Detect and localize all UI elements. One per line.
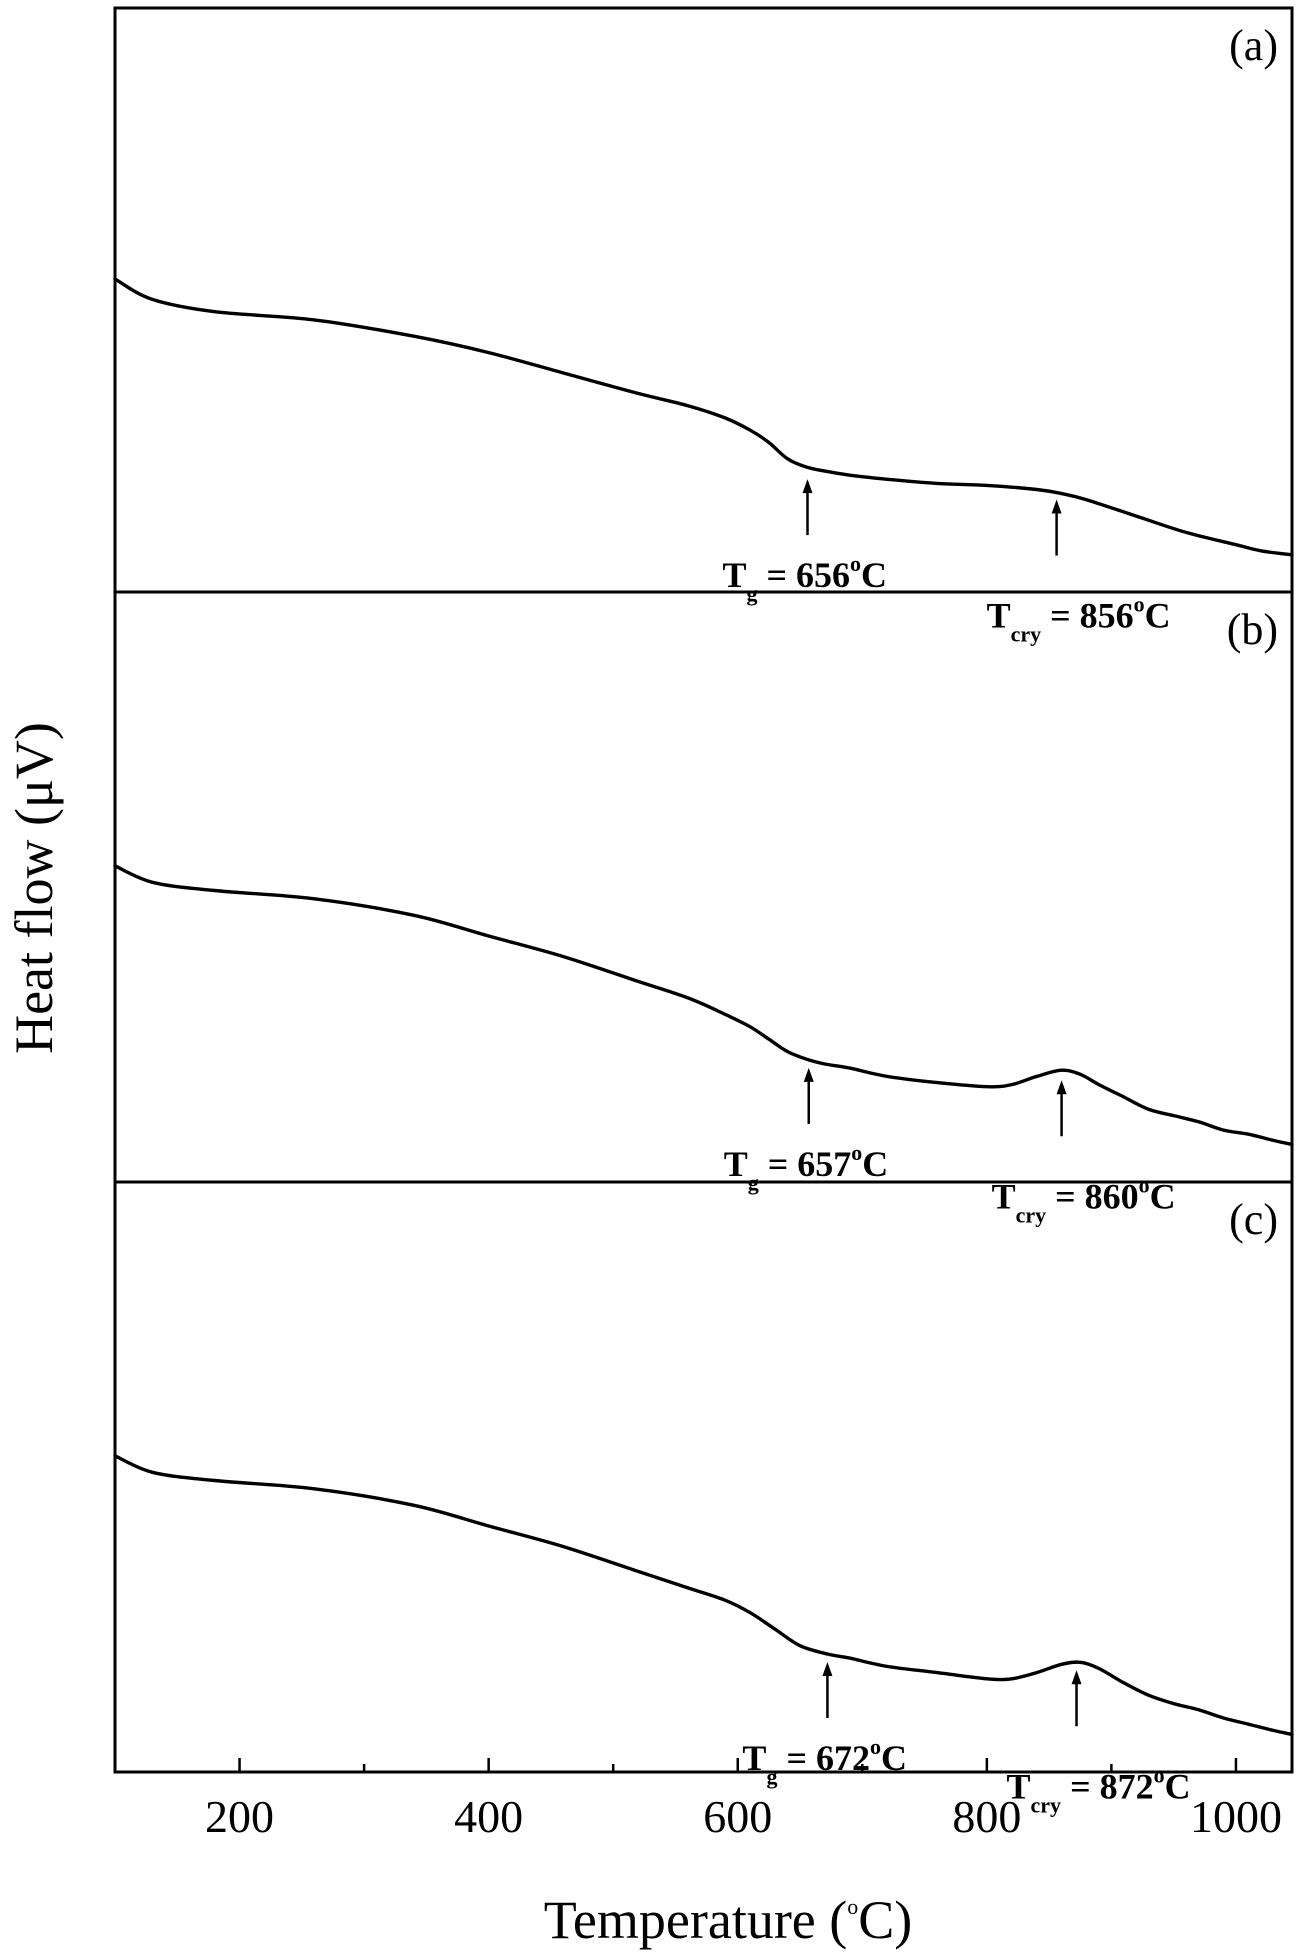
panel-b-label: (b) <box>1227 605 1278 654</box>
x-axis-title-degree: o <box>847 1894 858 1919</box>
y-axis-title: Heat flow (μV) <box>4 722 64 1054</box>
annotation-arrow-head <box>1051 499 1062 514</box>
annotation-unit: C <box>881 1738 907 1778</box>
annotation-arrow-head <box>802 479 813 494</box>
panel-a-curve <box>113 277 1294 557</box>
annotation-label: Tcry = 872oC <box>1007 1762 1191 1817</box>
annotation-arrow-head <box>1071 1670 1082 1685</box>
annotation-value: = 872 <box>1061 1766 1154 1806</box>
annotation-value: = 856 <box>1041 596 1134 636</box>
annotation-subscript: cry <box>1011 622 1042 647</box>
annotation-subscript: cry <box>1016 1202 1047 1227</box>
panel-a-annotation-cry: Tcry = 856oC <box>987 499 1171 647</box>
annotation-unit: C <box>1165 1766 1191 1806</box>
annotation-degree: o <box>1139 1172 1150 1197</box>
annotation-arrow-head <box>1056 1080 1067 1095</box>
annotation-value: = 672 <box>777 1738 870 1778</box>
annotation-unit: C <box>1145 596 1171 636</box>
annotation-symbol: T <box>987 596 1011 636</box>
annotation-arrow-head <box>803 1067 814 1082</box>
annotation-degree: o <box>870 1734 881 1759</box>
x-tick-label: 600 <box>703 1791 772 1842</box>
panel-b-annotation-cry: Tcry = 860oC <box>992 1080 1176 1227</box>
panel-b-annotation-g: Tg = 657oC <box>724 1067 889 1195</box>
annotation-value: = 657 <box>759 1144 852 1184</box>
panel-c-label: (c) <box>1229 1195 1278 1244</box>
annotation-symbol: T <box>722 555 746 595</box>
annotation-degree: o <box>1134 592 1145 617</box>
panel-b-curve <box>113 864 1294 1147</box>
annotation-symbol: T <box>724 1144 748 1184</box>
annotation-symbol: T <box>1007 1766 1031 1806</box>
annotation-degree: o <box>1154 1762 1165 1787</box>
x-tick-label: 1000 <box>1190 1791 1282 1842</box>
annotation-value: = 656 <box>758 555 851 595</box>
x-tick-label: 400 <box>454 1791 523 1842</box>
annotation-symbol: T <box>742 1738 766 1778</box>
x-axis-title: Temperature (oC) <box>544 1890 913 1950</box>
annotation-label: Tg = 656oC <box>722 551 887 606</box>
x-tick-label: 200 <box>205 1791 274 1842</box>
annotation-label: Tg = 672oC <box>742 1734 907 1789</box>
panel-c-curve <box>113 1454 1294 1737</box>
panel-c-frame <box>113 1180 1294 1774</box>
annotation-subscript: g <box>766 1764 777 1789</box>
panel-a-frame <box>113 6 1294 594</box>
panel-c-annotation-cry: Tcry = 872oC <box>1007 1670 1191 1817</box>
panel-a-annotation-g: Tg = 656oC <box>722 479 887 606</box>
annotation-unit: C <box>861 555 887 595</box>
annotation-unit: C <box>862 1144 888 1184</box>
annotation-label: Tg = 657oC <box>724 1140 889 1195</box>
annotation-label: Tcry = 856oC <box>987 592 1171 647</box>
annotation-arrow-head <box>822 1662 833 1676</box>
annotation-degree: o <box>850 551 861 576</box>
annotation-subscript: g <box>747 581 758 606</box>
x-axis: 200 400 600 800 1000 <box>205 1758 1282 1842</box>
x-axis-title-tail: C) <box>858 1890 912 1950</box>
panel-b: (b) Tg = 657oC Tcry = 860oC <box>113 590 1294 1227</box>
annotation-subscript: cry <box>1031 1792 1062 1817</box>
annotation-degree: o <box>851 1140 862 1165</box>
x-tick-label: 800 <box>952 1791 1021 1842</box>
panel-c-annotation-g: Tg = 672oC <box>742 1662 907 1789</box>
panel-a-label: (a) <box>1229 21 1278 70</box>
x-axis-title-main: Temperature ( <box>544 1890 848 1950</box>
